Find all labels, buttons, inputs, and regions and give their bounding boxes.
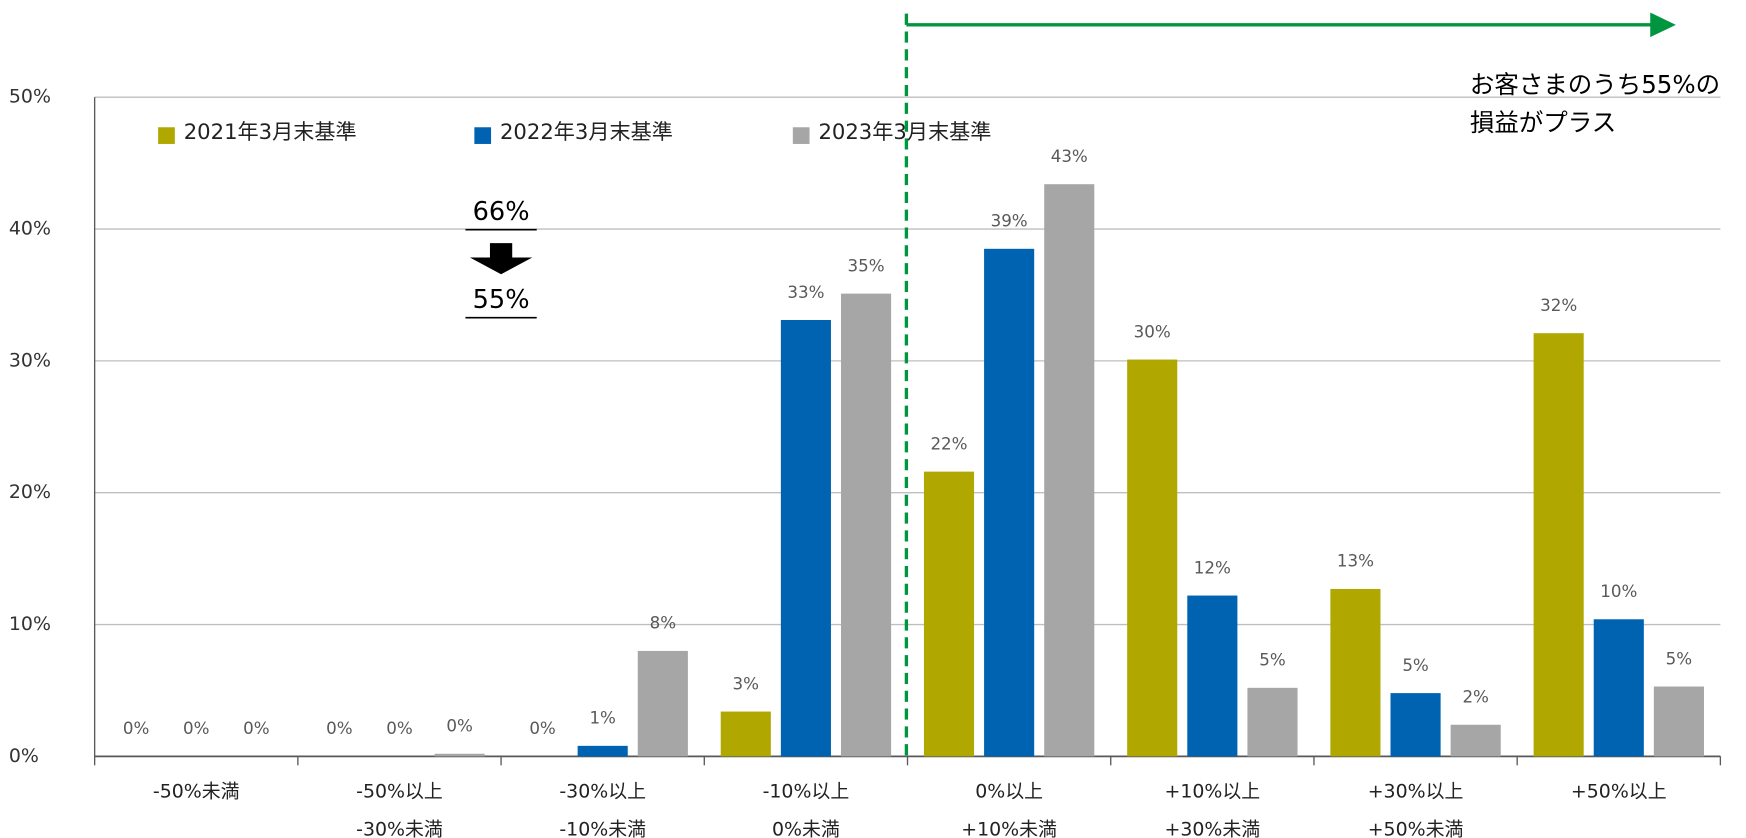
value-label: 0% bbox=[243, 718, 269, 738]
x-tick-label: -50%以上 bbox=[356, 781, 443, 803]
x-tick-label: -50%未満 bbox=[153, 781, 240, 803]
bar bbox=[1247, 687, 1298, 757]
legend-label: 2023年3月末基準 bbox=[818, 119, 991, 144]
value-label: 43% bbox=[1051, 146, 1088, 166]
x-tick-label: 0%以上 bbox=[975, 781, 1043, 803]
legend-label: 2021年3月末基準 bbox=[184, 119, 357, 144]
value-label: 12% bbox=[1194, 557, 1231, 577]
bar bbox=[577, 745, 628, 757]
value-label: 30% bbox=[1134, 321, 1171, 341]
bar bbox=[780, 320, 831, 757]
value-label: 5% bbox=[1259, 650, 1285, 670]
value-label: 1% bbox=[589, 708, 615, 728]
value-label: 0% bbox=[123, 718, 149, 738]
x-tick-label: +10%以上 bbox=[1165, 781, 1261, 803]
y-tick-label: 40% bbox=[9, 218, 51, 240]
x-tick-label: -10%以上 bbox=[763, 781, 850, 803]
bar bbox=[720, 711, 771, 757]
x-tick-label: +50%未満 bbox=[1368, 818, 1464, 838]
value-label: 33% bbox=[787, 282, 824, 302]
value-label: 0% bbox=[529, 718, 555, 738]
x-tick-label: +10%未満 bbox=[961, 818, 1057, 838]
bar bbox=[984, 248, 1035, 757]
bar bbox=[1653, 686, 1704, 757]
down-arrow bbox=[469, 243, 533, 275]
bar bbox=[1044, 184, 1095, 757]
value-label: 0% bbox=[386, 718, 412, 738]
value-label: 35% bbox=[847, 255, 884, 275]
bar bbox=[1390, 693, 1441, 757]
x-tick-label: +30%以上 bbox=[1368, 781, 1464, 803]
x-tick-label: +50%以上 bbox=[1571, 781, 1667, 803]
bar bbox=[1533, 333, 1584, 757]
legend-swatch bbox=[158, 127, 175, 144]
bar bbox=[1127, 359, 1178, 757]
bar bbox=[1187, 595, 1238, 757]
bar bbox=[923, 471, 975, 757]
bar bbox=[1450, 724, 1501, 757]
positive-arrowhead bbox=[1650, 12, 1676, 38]
annotation-note: 損益がプラス bbox=[1470, 108, 1616, 137]
value-label: 5% bbox=[1402, 655, 1428, 675]
bar bbox=[637, 650, 688, 757]
value-label: 39% bbox=[991, 211, 1028, 231]
y-tick-label: 0% bbox=[9, 745, 39, 767]
value-label: 22% bbox=[930, 433, 967, 453]
bar bbox=[1330, 588, 1381, 757]
value-label: 0% bbox=[446, 716, 472, 736]
bar bbox=[1593, 619, 1644, 757]
annotation-note: お客さまのうち55%の bbox=[1470, 70, 1720, 99]
value-label: 13% bbox=[1337, 551, 1374, 571]
x-tick-label: -30%未満 bbox=[356, 818, 443, 838]
x-tick-label: +30%未満 bbox=[1165, 818, 1261, 838]
value-label: 32% bbox=[1540, 295, 1577, 315]
value-label: 8% bbox=[650, 613, 676, 633]
value-label: 10% bbox=[1600, 581, 1637, 601]
y-tick-label: 10% bbox=[9, 613, 51, 635]
y-tick-label: 20% bbox=[9, 481, 51, 503]
x-tick-label: -10%未満 bbox=[559, 818, 646, 838]
value-label: 5% bbox=[1666, 648, 1692, 668]
bar bbox=[434, 753, 485, 757]
x-tick-label: 0%未満 bbox=[772, 818, 840, 838]
bar bbox=[840, 293, 892, 757]
legend-label: 2022年3月末基準 bbox=[500, 119, 673, 144]
annotation-after: 55% bbox=[473, 285, 530, 315]
annotation-before: 66% bbox=[473, 197, 530, 227]
value-label: 2% bbox=[1462, 687, 1488, 707]
y-tick-label: 30% bbox=[9, 349, 51, 371]
value-label: 0% bbox=[326, 718, 352, 738]
legend-swatch bbox=[474, 127, 492, 144]
value-label: 0% bbox=[183, 718, 209, 738]
legend-swatch bbox=[792, 127, 810, 144]
x-tick-label: -30%以上 bbox=[559, 781, 646, 803]
value-label: 3% bbox=[733, 673, 759, 693]
y-tick-label: 50% bbox=[9, 86, 51, 108]
